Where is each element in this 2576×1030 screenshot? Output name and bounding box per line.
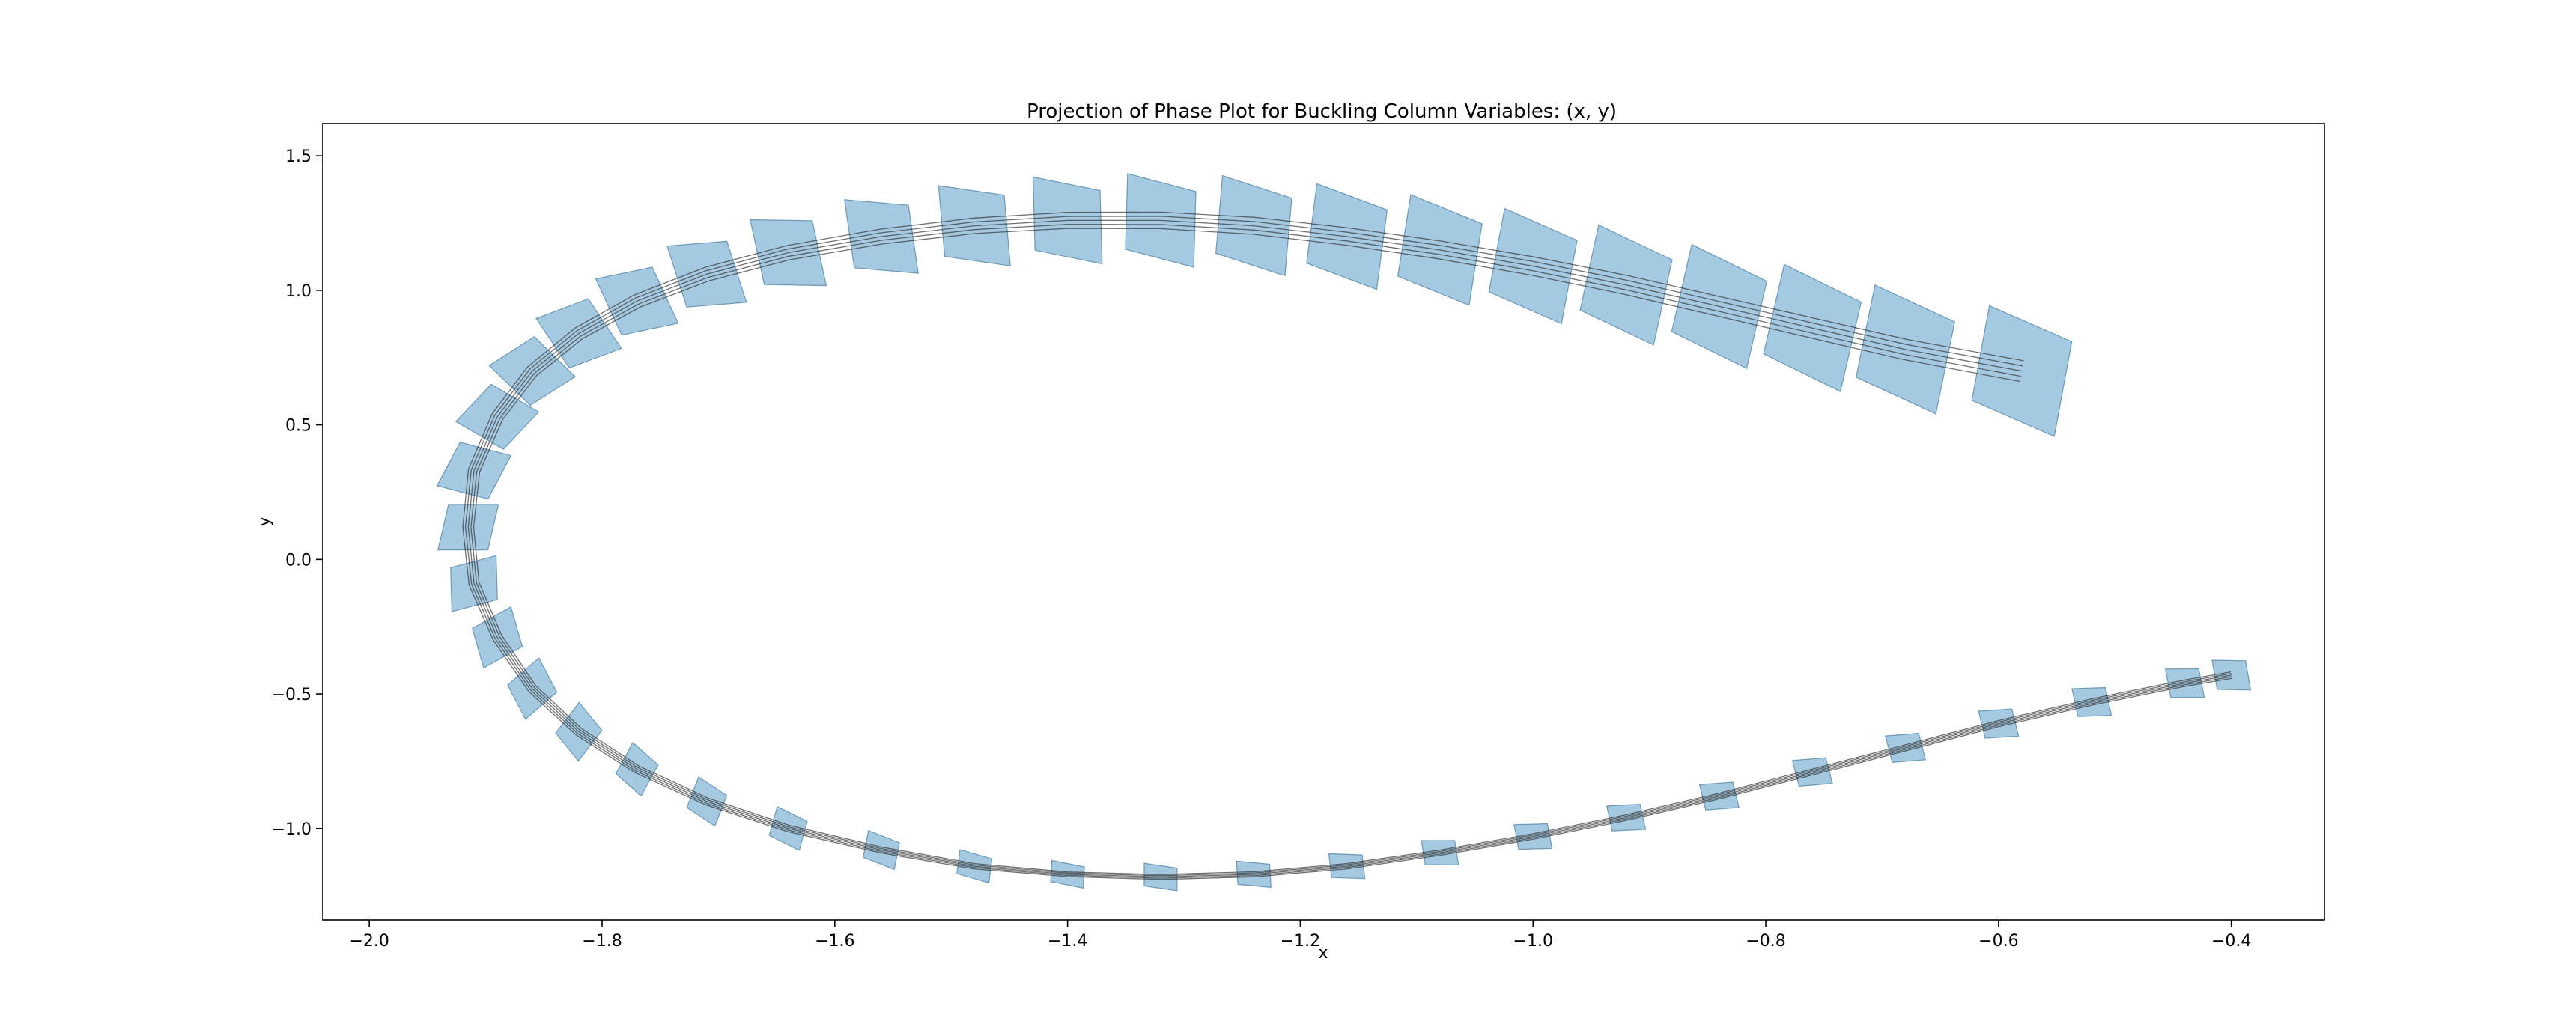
phase-trajectory-layer	[436, 173, 2252, 892]
x-tick-label: −1.4	[1048, 932, 1087, 951]
x-tick-label: −1.2	[1281, 932, 1320, 951]
x-tick-label: −0.8	[1746, 932, 1785, 951]
chart-title: Projection of Phase Plot for Buckling Co…	[1027, 100, 1617, 123]
x-axis-label: x	[1318, 944, 1328, 963]
y-tick-label: 1.0	[285, 282, 312, 301]
y-tick-label: −1.0	[272, 820, 312, 839]
trajectory-line	[464, 216, 2232, 879]
y-tick-label: 1.5	[285, 147, 312, 166]
plot-frame	[322, 123, 2325, 921]
x-tick-label: −1.8	[582, 932, 622, 951]
x-tick-label: −2.0	[349, 932, 389, 951]
y-axis-label: y	[255, 516, 274, 526]
axis-ticks: −2.0 −1.8 −1.6 −1.4 −1.2 −1.0 −0.8 −0.6 −0.4 −1.0…	[272, 147, 2252, 951]
trajectory-line	[467, 219, 2232, 878]
trajectory-line	[473, 228, 2232, 875]
trajectory-line	[462, 211, 2232, 880]
y-tick-label: −0.5	[272, 686, 312, 704]
y-tick-label: 0.0	[285, 551, 312, 570]
y-tick-label: 0.5	[285, 417, 312, 436]
x-tick-label: −1.6	[815, 932, 854, 951]
reachable-set-box	[1971, 305, 2073, 437]
x-tick-label: −0.4	[2211, 932, 2251, 951]
x-tick-label: −1.0	[1513, 932, 1553, 951]
trajectory-line	[470, 224, 2232, 877]
x-tick-label: −0.6	[1978, 932, 2018, 951]
